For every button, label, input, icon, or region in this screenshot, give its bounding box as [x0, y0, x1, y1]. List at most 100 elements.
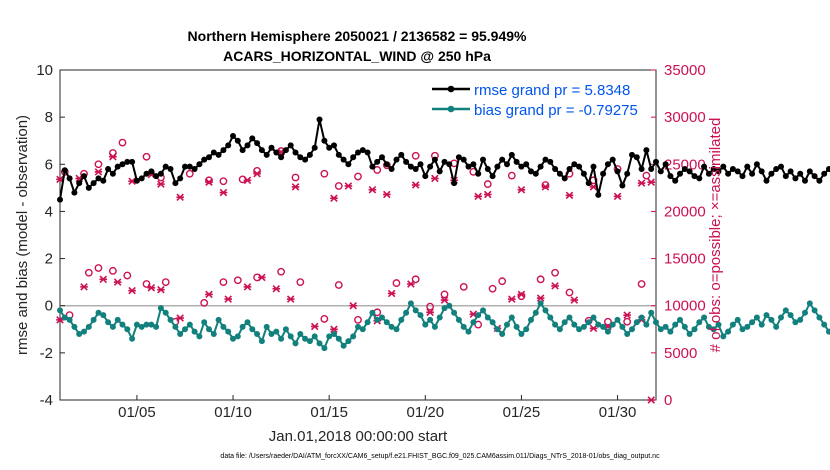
bias-point [489, 319, 496, 326]
bias-point [436, 314, 443, 321]
obs-possible-marker [185, 169, 194, 178]
y-tick-label: 6 [45, 156, 53, 173]
bias-point [552, 321, 559, 328]
rmse-point [316, 116, 323, 123]
obs-assimilated-marker [219, 188, 228, 197]
rmse-point [643, 147, 650, 154]
legend-bias-marker [447, 105, 455, 113]
bias-point [331, 331, 337, 337]
rmse-point [701, 163, 708, 170]
bias-point [254, 331, 261, 337]
rmse-point [792, 175, 799, 182]
rmse-point [484, 166, 491, 172]
rmse-point [451, 180, 458, 187]
rmse-point [532, 170, 539, 177]
rmse-point [528, 168, 534, 175]
bias-point [133, 321, 140, 328]
y-tick-label: 4 [45, 203, 53, 220]
rmse-point [133, 177, 140, 184]
rmse-point [609, 156, 616, 163]
rmse-point [686, 168, 693, 175]
bias-point [826, 328, 830, 335]
obs-assimilated-marker [205, 178, 213, 186]
obs-possible-marker [392, 279, 401, 287]
rmse-point [191, 166, 198, 172]
obs-possible-marker [373, 166, 382, 174]
plot-area [59, 69, 657, 401]
obs-assimilated-marker [157, 180, 165, 188]
obs-assimilated-marker [426, 308, 434, 317]
obs-possible-marker [142, 280, 151, 288]
bias-point [124, 326, 131, 333]
obs-assimilated-marker [647, 178, 655, 186]
obs-assimilated-marker [286, 295, 295, 303]
bias-point [705, 323, 712, 330]
bias-point [604, 328, 611, 335]
bias-point [528, 316, 534, 323]
obs-possible-marker [94, 160, 103, 169]
obs-assimilated-marker [330, 325, 338, 334]
obs-assimilated-marker [147, 284, 156, 292]
rmse-point [311, 144, 318, 151]
x-tick-label: 01/25 [503, 404, 541, 421]
obs-assimilated-marker [411, 181, 420, 189]
obs-assimilated-marker [157, 285, 165, 294]
y-tick-label: 0 [45, 298, 53, 315]
rmse-point [124, 158, 131, 165]
obs-possible-marker [637, 280, 646, 288]
rmse-point [768, 170, 775, 177]
bias-point [71, 323, 78, 330]
rmse-point [220, 147, 227, 154]
bias-point [335, 335, 342, 342]
bias-point [201, 319, 208, 326]
bias-point [340, 342, 347, 349]
obs-assimilated-marker [176, 314, 184, 322]
bias-point [398, 316, 405, 323]
obs-possible-marker [94, 264, 103, 272]
obs-possible-marker [642, 171, 651, 180]
rmse-point [662, 161, 669, 168]
bias-point [537, 300, 544, 307]
obs-possible-marker [320, 169, 329, 178]
obs-possible-marker [291, 173, 300, 182]
bias-point [359, 326, 366, 333]
bias-point [268, 331, 275, 337]
rmse-point [278, 154, 285, 161]
rmse-point [576, 163, 583, 170]
bias-point [571, 321, 578, 328]
obs-assimilated-marker [272, 284, 281, 293]
y-tick-label: 2 [45, 251, 53, 268]
rmse-point [182, 163, 188, 170]
obs-possible-marker [459, 282, 468, 291]
bias-point [153, 323, 160, 330]
obs-possible-marker [320, 315, 329, 323]
rmse-point [148, 168, 155, 175]
rmse-point [460, 156, 467, 163]
bias-point [379, 314, 385, 321]
bias-point [561, 319, 568, 326]
bias-point [374, 316, 381, 323]
x-axis-label: Jan.01,2018 00:00:00 start [269, 428, 448, 445]
y2-tick-label: 15000 [664, 251, 706, 268]
bias-point [653, 319, 659, 326]
rmse-point [244, 142, 251, 149]
rmse-point [225, 142, 232, 149]
obs-assimilated-marker [508, 295, 516, 303]
bias-point [95, 309, 102, 316]
rmse-point [710, 166, 717, 172]
obs-assimilated-marker [383, 190, 391, 199]
bias-point [326, 333, 333, 340]
bias-point [316, 340, 323, 347]
bias-point [364, 319, 371, 326]
bias-point [369, 309, 376, 316]
bias-point [57, 307, 63, 314]
bias-point [542, 307, 549, 314]
bias-point [355, 323, 361, 330]
rmse-point [470, 161, 477, 168]
bias-point [806, 300, 813, 307]
rmse-point [441, 158, 448, 165]
obs-assimilated-marker [565, 191, 574, 200]
bias-point [475, 312, 482, 319]
rmse-point [604, 161, 611, 168]
y2-tick-label: 35000 [664, 62, 706, 79]
